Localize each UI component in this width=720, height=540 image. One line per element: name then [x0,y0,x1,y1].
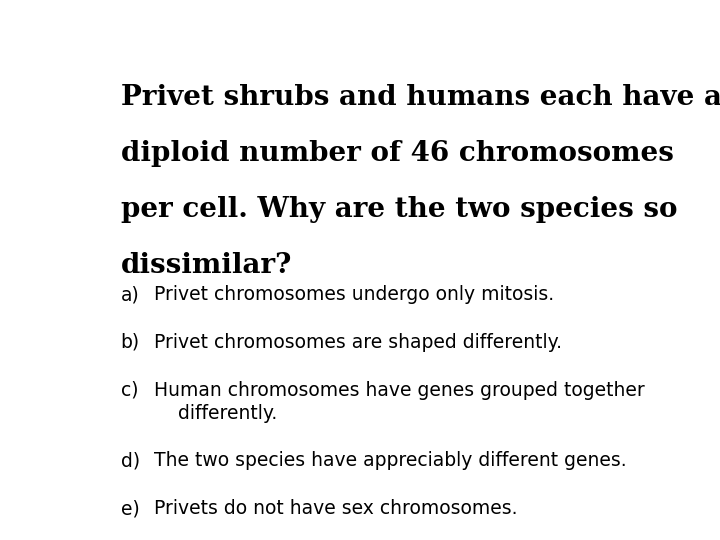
Text: d): d) [121,451,140,470]
Text: Privet chromosomes are shaped differently.: Privet chromosomes are shaped differentl… [154,333,562,352]
Text: diploid number of 46 chromosomes: diploid number of 46 chromosomes [121,140,674,167]
Text: dissimilar?: dissimilar? [121,252,292,279]
Text: c): c) [121,381,138,400]
Text: a): a) [121,285,140,304]
Text: The two species have appreciably different genes.: The two species have appreciably differe… [154,451,627,470]
Text: Privets do not have sex chromosomes.: Privets do not have sex chromosomes. [154,500,518,518]
Text: per cell. Why are the two species so: per cell. Why are the two species so [121,196,678,223]
Text: b): b) [121,333,140,352]
Text: e): e) [121,500,140,518]
Text: Privet chromosomes undergo only mitosis.: Privet chromosomes undergo only mitosis. [154,285,554,304]
Text: Human chromosomes have genes grouped together: Human chromosomes have genes grouped tog… [154,381,645,400]
Text: Privet shrubs and humans each have a: Privet shrubs and humans each have a [121,84,720,111]
Text: differently.: differently. [154,404,277,423]
